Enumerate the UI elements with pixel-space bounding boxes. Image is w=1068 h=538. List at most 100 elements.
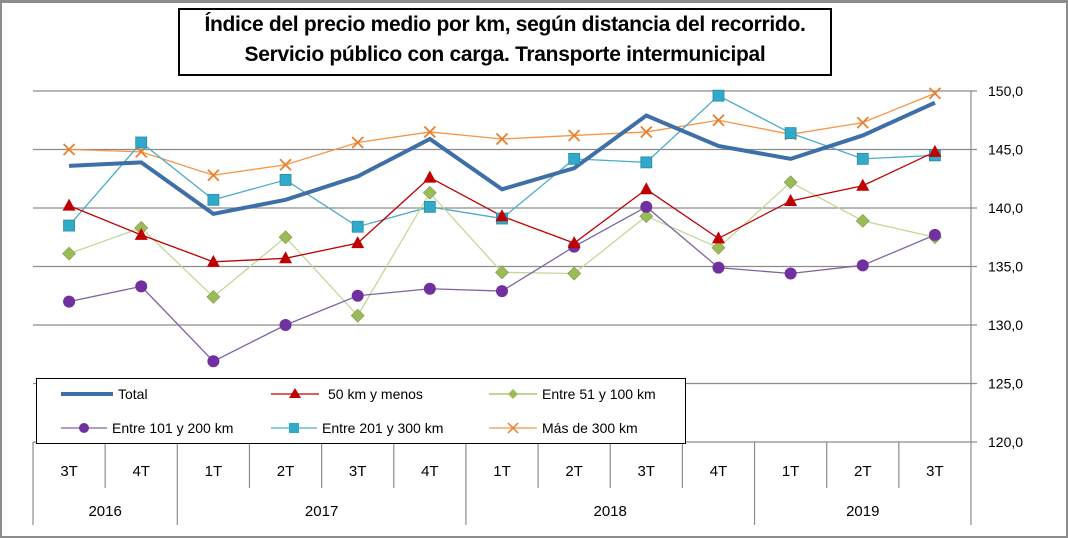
x-tick-label: 3T [349,463,367,480]
legend-circle-icon [61,423,107,433]
legend-item-total: Total [59,383,148,405]
data-point [856,178,870,191]
data-point [928,144,942,157]
data-point [423,125,436,139]
legend-label: Más de 300 km [542,420,638,436]
legend-label: Entre 201 y 300 km [322,420,444,436]
x-group-label: 2019 [846,503,879,520]
x-tick-label: 2T [277,463,295,480]
x-tick-label: 1T [782,463,800,480]
data-point [784,127,797,140]
data-point [62,246,77,261]
legend-label: Entre 101 y 200 km [112,420,234,436]
data-point [423,282,436,295]
data-point [496,285,508,298]
data-point [712,89,725,102]
axes: 120,0 125,0 130,0 135,0 140,0 145,0 150,0 3T 4T 1… [32,83,1023,525]
data-point [567,266,582,281]
series-line-4 [68,94,935,228]
data-point [135,280,148,293]
data-point [856,116,869,129]
data-point [784,193,798,206]
x-tick-label: 2T [565,463,583,480]
data-point [63,219,75,232]
data-point [711,240,726,255]
y-tick-label: 130,0 [988,317,1023,333]
y-tick-label: 135,0 [988,259,1023,275]
data-point [423,170,437,183]
x-tick-label: 4T [710,463,728,480]
legend: Total 50 km y menos Entre 51 y 100 km En… [36,378,686,444]
data-point [640,125,653,139]
legend-total-line-icon [61,392,113,396]
data-point [134,227,148,240]
legend-x-icon [489,422,537,434]
legend-item-mas-300km: Más de 300 km [487,417,638,439]
data-point [640,200,653,213]
data-point [279,319,292,331]
data-point [784,267,797,280]
legend-square-icon [271,423,317,433]
data-point [351,220,364,233]
legend-triangle-icon [271,388,319,398]
data-point [279,158,292,171]
data-point [206,289,221,304]
data-point [712,114,725,127]
data-point [711,231,725,244]
legend-item-201-300km: Entre 201 y 300 km [269,417,443,439]
data-point [62,198,76,211]
legend-item-50km: 50 km y menos [269,383,423,405]
data-point [279,174,292,186]
data-point [422,185,437,200]
x-group-label: 2018 [594,503,627,520]
x-group-label: 2016 [88,503,121,520]
data-point [856,259,869,272]
data-point [495,265,509,280]
data-point [351,289,364,302]
series-line-1 [68,151,936,263]
data-point [279,251,293,264]
data-point [207,169,220,182]
data-point [63,295,76,308]
data-point [350,308,365,323]
series-line-3 [68,206,936,363]
legend-item-101-200km: Entre 101 y 200 km [59,417,233,439]
data-point [278,230,293,245]
series-lines [62,87,942,368]
data-point [856,152,869,165]
data-point [783,175,798,190]
x-tick-label: 1T [205,463,223,480]
legend-label: Total [118,386,148,402]
legend-label: Entre 51 y 100 km [542,386,656,402]
x-tick-label: 4T [132,463,150,480]
data-point [62,143,76,156]
x-tick-label: 4T [421,463,439,480]
legend-diamond-icon [489,389,537,399]
data-point [206,254,220,267]
x-tick-label: 1T [493,463,511,480]
data-point [135,136,148,149]
data-point [855,213,870,228]
data-point [351,136,364,149]
x-tick-label: 3T [638,463,656,480]
data-point [567,236,581,249]
chart-title: Índice del precio medio por km, según di… [178,8,832,76]
legend-item-51-100km: Entre 51 y 100 km [487,383,656,405]
data-point [351,236,365,249]
data-point [495,132,509,146]
y-tick-label: 150,0 [988,83,1023,99]
data-point [928,228,941,241]
data-point [640,156,653,169]
y-tick-label: 125,0 [988,376,1023,392]
data-point [495,209,509,222]
y-tick-label: 140,0 [988,200,1023,216]
chart-title-line-1: Índice del precio medio por km, según di… [204,13,806,36]
data-point [568,152,581,165]
x-tick-label: 2T [854,463,872,480]
data-point [639,209,654,224]
data-point [928,87,942,100]
data-point [712,261,725,274]
x-group-label: 2017 [305,503,338,520]
